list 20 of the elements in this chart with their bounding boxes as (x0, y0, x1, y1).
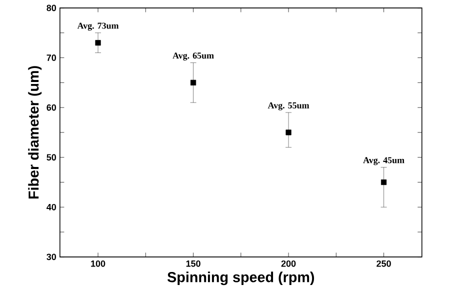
y-tick-label: 80 (46, 4, 56, 12)
point (286, 130, 292, 136)
point (380, 179, 387, 186)
point (95, 40, 101, 46)
annotation: Avg. 73um (77, 22, 119, 31)
y-tick-label: 30 (46, 254, 56, 260)
x-tick-label: 200 (281, 260, 296, 267)
annotation: Avg. 65um (172, 52, 214, 61)
x-tick-label: 100 (91, 260, 106, 267)
y-axis-title: Fiber diameter (um) (28, 66, 42, 199)
point (190, 80, 196, 86)
y-tick-label: 40 (46, 204, 56, 210)
x-axis-title: Spinning speed (rpm) (167, 272, 314, 286)
x-tick-label: 250 (376, 260, 391, 267)
y-tick-label: 50 (46, 154, 56, 161)
annotation: Avg. 45um (363, 157, 404, 166)
y-tick-label: 60 (46, 104, 56, 111)
annotation: Avg. 55um (268, 102, 310, 110)
y-tick-label: 70 (46, 54, 56, 61)
x-tick-label: 150 (186, 260, 200, 267)
